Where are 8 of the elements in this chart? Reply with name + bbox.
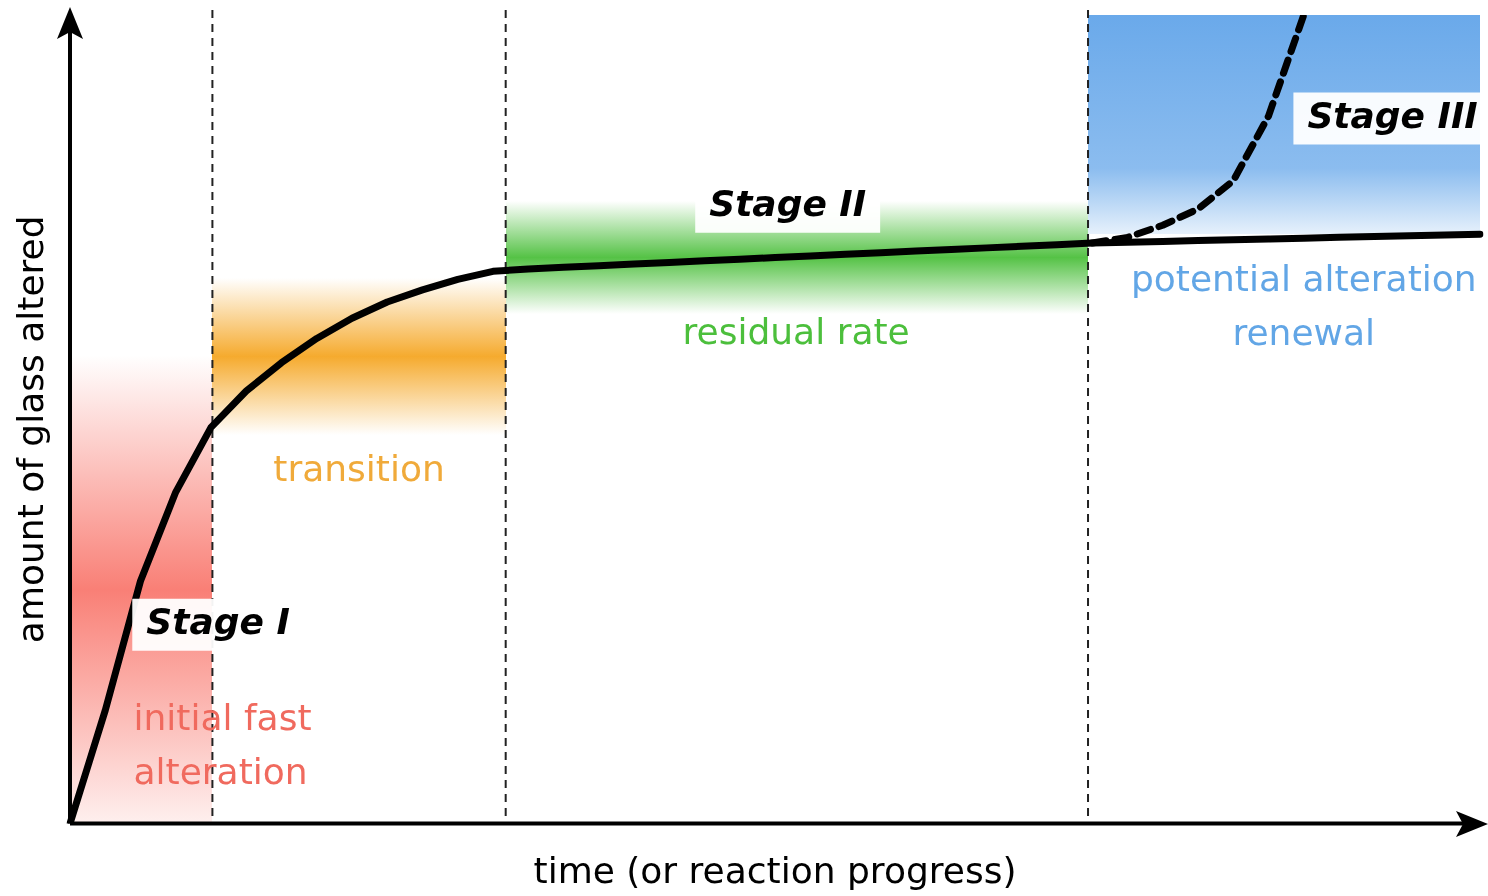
annotation: potential alteration renewal: [1130, 258, 1477, 354]
y-axis-title: amount of glass altered: [10, 215, 52, 644]
annotation: Stage II: [709, 183, 867, 224]
annotation: Stage III: [1307, 94, 1478, 136]
annotation: residual rate: [682, 310, 910, 352]
annotation: Stage I: [146, 601, 290, 643]
annotation: transition: [273, 448, 445, 490]
x-axis-title: time (or reaction progress): [533, 850, 1017, 892]
